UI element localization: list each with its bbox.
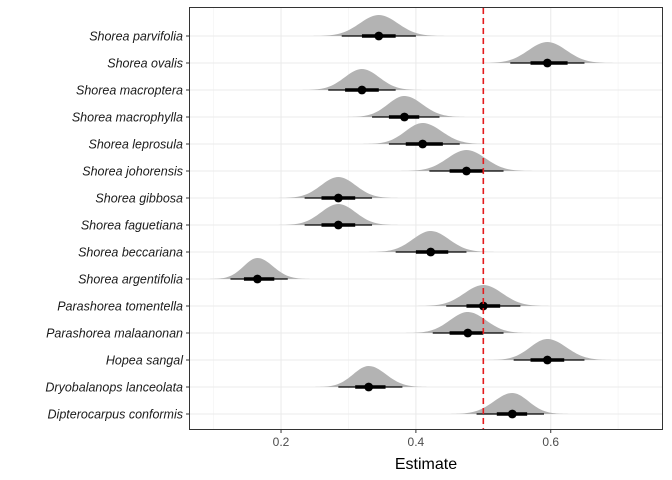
density-4 <box>360 123 491 144</box>
y-tick-label-11: Parashorea malaanonan <box>46 326 183 340</box>
median-point-14 <box>507 409 517 419</box>
density-6 <box>276 177 401 198</box>
y-tick-label-3: Shorea macrophylla <box>72 110 183 124</box>
y-tick-label-13: Dryobalanops lanceolata <box>45 380 183 394</box>
y-tick-label-1: Shorea ovalis <box>107 56 183 70</box>
median-point-6 <box>333 193 343 203</box>
y-tick-label-10: Parashorea tomentella <box>57 299 183 313</box>
median-point-13 <box>364 382 374 392</box>
density-13 <box>312 366 431 387</box>
median-point-7 <box>333 220 343 230</box>
x-tick-label-2: 0.6 <box>542 435 559 449</box>
median-point-9 <box>253 274 262 284</box>
median-point-0 <box>374 31 384 41</box>
y-tick-label-8: Shorea beccariana <box>78 245 183 259</box>
median-point-3 <box>400 112 409 122</box>
y-tick-label-14: Dipterocarpus conformis <box>48 407 183 421</box>
y-tick-label-2: Shorea macroptera <box>76 83 183 97</box>
density-layer <box>207 15 616 414</box>
density-0 <box>310 15 447 36</box>
density-10 <box>415 285 552 306</box>
density-3 <box>344 96 469 117</box>
median-point-10 <box>478 301 488 311</box>
x-axis-title: Estimate <box>395 456 457 473</box>
interval-layer <box>230 31 585 419</box>
density-2 <box>300 69 424 90</box>
y-tick-label-7: Shorea faguetiana <box>81 218 183 232</box>
density-8 <box>366 231 497 252</box>
x-axis: 0.2 0.4 0.6 <box>273 429 559 449</box>
y-tick-label-5: Shorea johorensis <box>82 164 183 178</box>
panel-border <box>189 7 663 430</box>
x-tick-label-1: 0.4 <box>408 435 425 449</box>
density-5 <box>398 150 535 171</box>
median-point-5 <box>462 166 471 176</box>
median-point-8 <box>426 247 436 257</box>
median-point-2 <box>357 85 367 95</box>
median-point-1 <box>542 58 552 68</box>
median-point-11 <box>463 328 473 338</box>
x-tick-label-0: 0.2 <box>273 435 290 449</box>
y-tick-label-9: Shorea argentifolia <box>78 272 183 286</box>
density-11 <box>403 312 534 333</box>
y-tick-label-12: Hopea sangal <box>106 353 184 367</box>
y-tick-label-6: Shorea gibbosa <box>95 191 183 205</box>
y-tick-label-4: Shorea leprosula <box>88 137 183 151</box>
density-12 <box>485 339 616 360</box>
median-point-12 <box>542 355 552 365</box>
median-point-4 <box>418 139 428 149</box>
density-14 <box>446 393 571 414</box>
y-axis: Shorea parvifolia Shorea ovalis Shorea mac… <box>45 29 190 421</box>
density-7 <box>276 204 401 225</box>
y-tick-label-0: Shorea parvifolia <box>89 29 183 43</box>
density-1 <box>479 42 616 63</box>
density-9 <box>207 258 314 279</box>
